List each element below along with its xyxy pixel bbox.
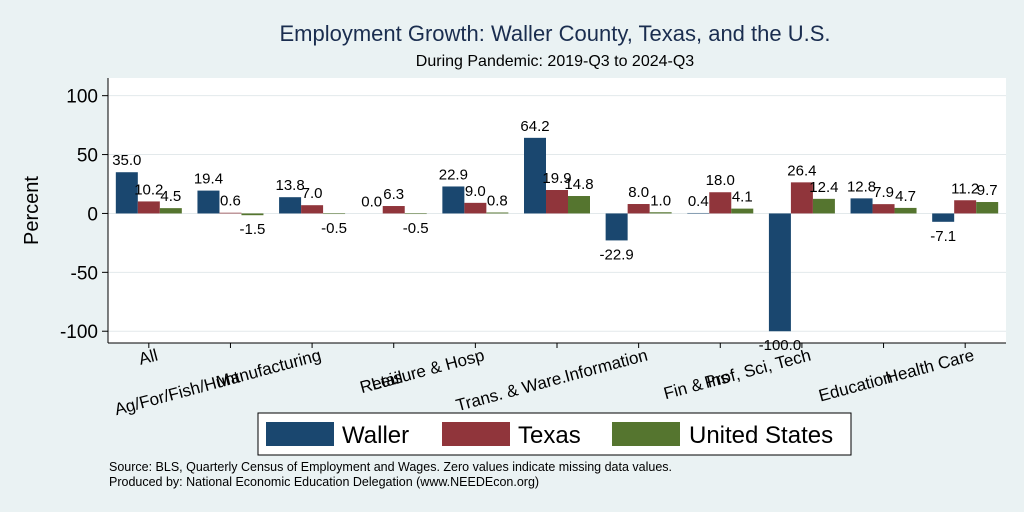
bar-4-2 bbox=[486, 212, 509, 214]
y-tick-label: 100 bbox=[66, 87, 98, 108]
bar-8-0 bbox=[768, 213, 791, 332]
bar-2-0 bbox=[279, 197, 302, 214]
legend-label-0: Waller bbox=[342, 422, 409, 449]
y-axis-label: Percent bbox=[21, 176, 43, 245]
data-label: 10.2 bbox=[134, 181, 163, 198]
bar-5-0 bbox=[524, 137, 546, 214]
data-label: 22.9 bbox=[439, 166, 468, 183]
category-label: Manufacturing bbox=[214, 346, 323, 392]
bar-0-0 bbox=[115, 172, 138, 214]
category-label: Health Care bbox=[884, 346, 977, 388]
category-label: Leisure & Hosp bbox=[369, 346, 486, 394]
data-label: 64.2 bbox=[520, 118, 549, 135]
y-tick-label: -100 bbox=[60, 322, 98, 343]
data-label: 26.4 bbox=[787, 162, 816, 179]
data-label: 14.8 bbox=[564, 176, 593, 193]
legend-label-1: Texas bbox=[518, 422, 581, 449]
bar-10-1 bbox=[954, 200, 977, 214]
bar-6-1 bbox=[627, 204, 650, 214]
bar-3-1 bbox=[382, 206, 405, 214]
bar-2-1 bbox=[301, 205, 324, 214]
data-label: 0.4 bbox=[688, 193, 709, 210]
data-label: 35.0 bbox=[112, 152, 141, 169]
category-label: Information bbox=[563, 346, 650, 386]
data-label: 7.0 bbox=[302, 185, 323, 202]
data-label: 12.4 bbox=[809, 179, 838, 196]
legend-swatch-1 bbox=[442, 422, 510, 446]
category-label: Trans. & Ware. bbox=[454, 368, 568, 416]
category-label: Education bbox=[817, 368, 895, 406]
data-label: 7.9 bbox=[873, 184, 894, 201]
data-label: 12.8 bbox=[847, 178, 876, 195]
chart-subtitle: During Pandemic: 2019-Q3 to 2024-Q3 bbox=[416, 53, 694, 70]
bar-9-2 bbox=[894, 207, 917, 214]
chart-title: Employment Growth: Waller County, Texas,… bbox=[279, 21, 830, 46]
bar-1-1 bbox=[219, 212, 242, 214]
bar-8-1 bbox=[790, 182, 813, 214]
bar-4-0 bbox=[442, 186, 465, 214]
bar-0-2 bbox=[159, 208, 182, 214]
data-label: 19.4 bbox=[194, 171, 223, 188]
bar-1-0 bbox=[197, 190, 220, 214]
data-label: -22.9 bbox=[600, 246, 634, 263]
data-label: 8.0 bbox=[628, 184, 649, 201]
bar-3-2 bbox=[404, 213, 427, 215]
data-label: 4.5 bbox=[160, 188, 181, 205]
bar-9-0 bbox=[850, 198, 873, 214]
y-tick-label: 0 bbox=[87, 204, 98, 225]
bar-5-2 bbox=[568, 196, 590, 214]
data-label: 13.8 bbox=[275, 177, 304, 194]
bar-9-1 bbox=[872, 204, 895, 214]
bar-6-0 bbox=[605, 213, 628, 241]
data-label: 4.1 bbox=[732, 189, 753, 206]
bar-5-1 bbox=[546, 190, 568, 214]
data-label: 0.6 bbox=[220, 193, 241, 210]
bar-8-2 bbox=[812, 198, 835, 214]
data-label: -1.5 bbox=[240, 221, 266, 238]
bar-2-2 bbox=[323, 213, 346, 215]
producer-note: Produced by: National Economic Education… bbox=[109, 475, 539, 489]
data-label: 6.3 bbox=[383, 186, 404, 203]
data-label: 9.7 bbox=[977, 182, 998, 199]
category-label: All bbox=[137, 346, 160, 369]
data-label: 9.0 bbox=[465, 183, 486, 200]
data-labels: 35.0 10.24.5 19.4 0.6 -1.5 13.87.0 -0.5 0.0 6.3 -… bbox=[112, 118, 997, 354]
data-label: 1.0 bbox=[650, 192, 671, 209]
legend-label-2: United States bbox=[689, 422, 833, 449]
bars bbox=[115, 137, 999, 332]
data-label: 18.0 bbox=[706, 172, 735, 189]
bar-10-2 bbox=[976, 202, 999, 214]
data-label: 0.0 bbox=[361, 193, 382, 210]
data-label: -7.1 bbox=[930, 228, 956, 245]
y-tick-label: 50 bbox=[77, 146, 98, 167]
bar-1-2 bbox=[241, 213, 264, 216]
data-label: -100.0 bbox=[759, 337, 802, 354]
bar-7-1 bbox=[709, 192, 732, 214]
legend: Waller Texas United States bbox=[257, 412, 852, 456]
data-label: -0.5 bbox=[403, 220, 429, 237]
data-label: -0.5 bbox=[321, 220, 347, 237]
source-note: Source: BLS, Quarterly Census of Employm… bbox=[109, 460, 672, 474]
bar-4-1 bbox=[464, 202, 487, 214]
data-label: 4.7 bbox=[895, 188, 916, 205]
legend-box bbox=[257, 412, 852, 456]
bar-0-1 bbox=[137, 201, 160, 214]
legend-swatch-2 bbox=[612, 422, 680, 446]
data-label: 19.9 bbox=[542, 170, 571, 187]
bar-6-2 bbox=[649, 212, 672, 214]
y-tick-label: -50 bbox=[71, 263, 98, 284]
bar-7-2 bbox=[731, 208, 754, 214]
legend-swatch-0 bbox=[266, 422, 334, 446]
data-label: 0.8 bbox=[487, 193, 508, 210]
data-label: 11.2 bbox=[951, 180, 979, 197]
bar-10-0 bbox=[932, 213, 955, 222]
